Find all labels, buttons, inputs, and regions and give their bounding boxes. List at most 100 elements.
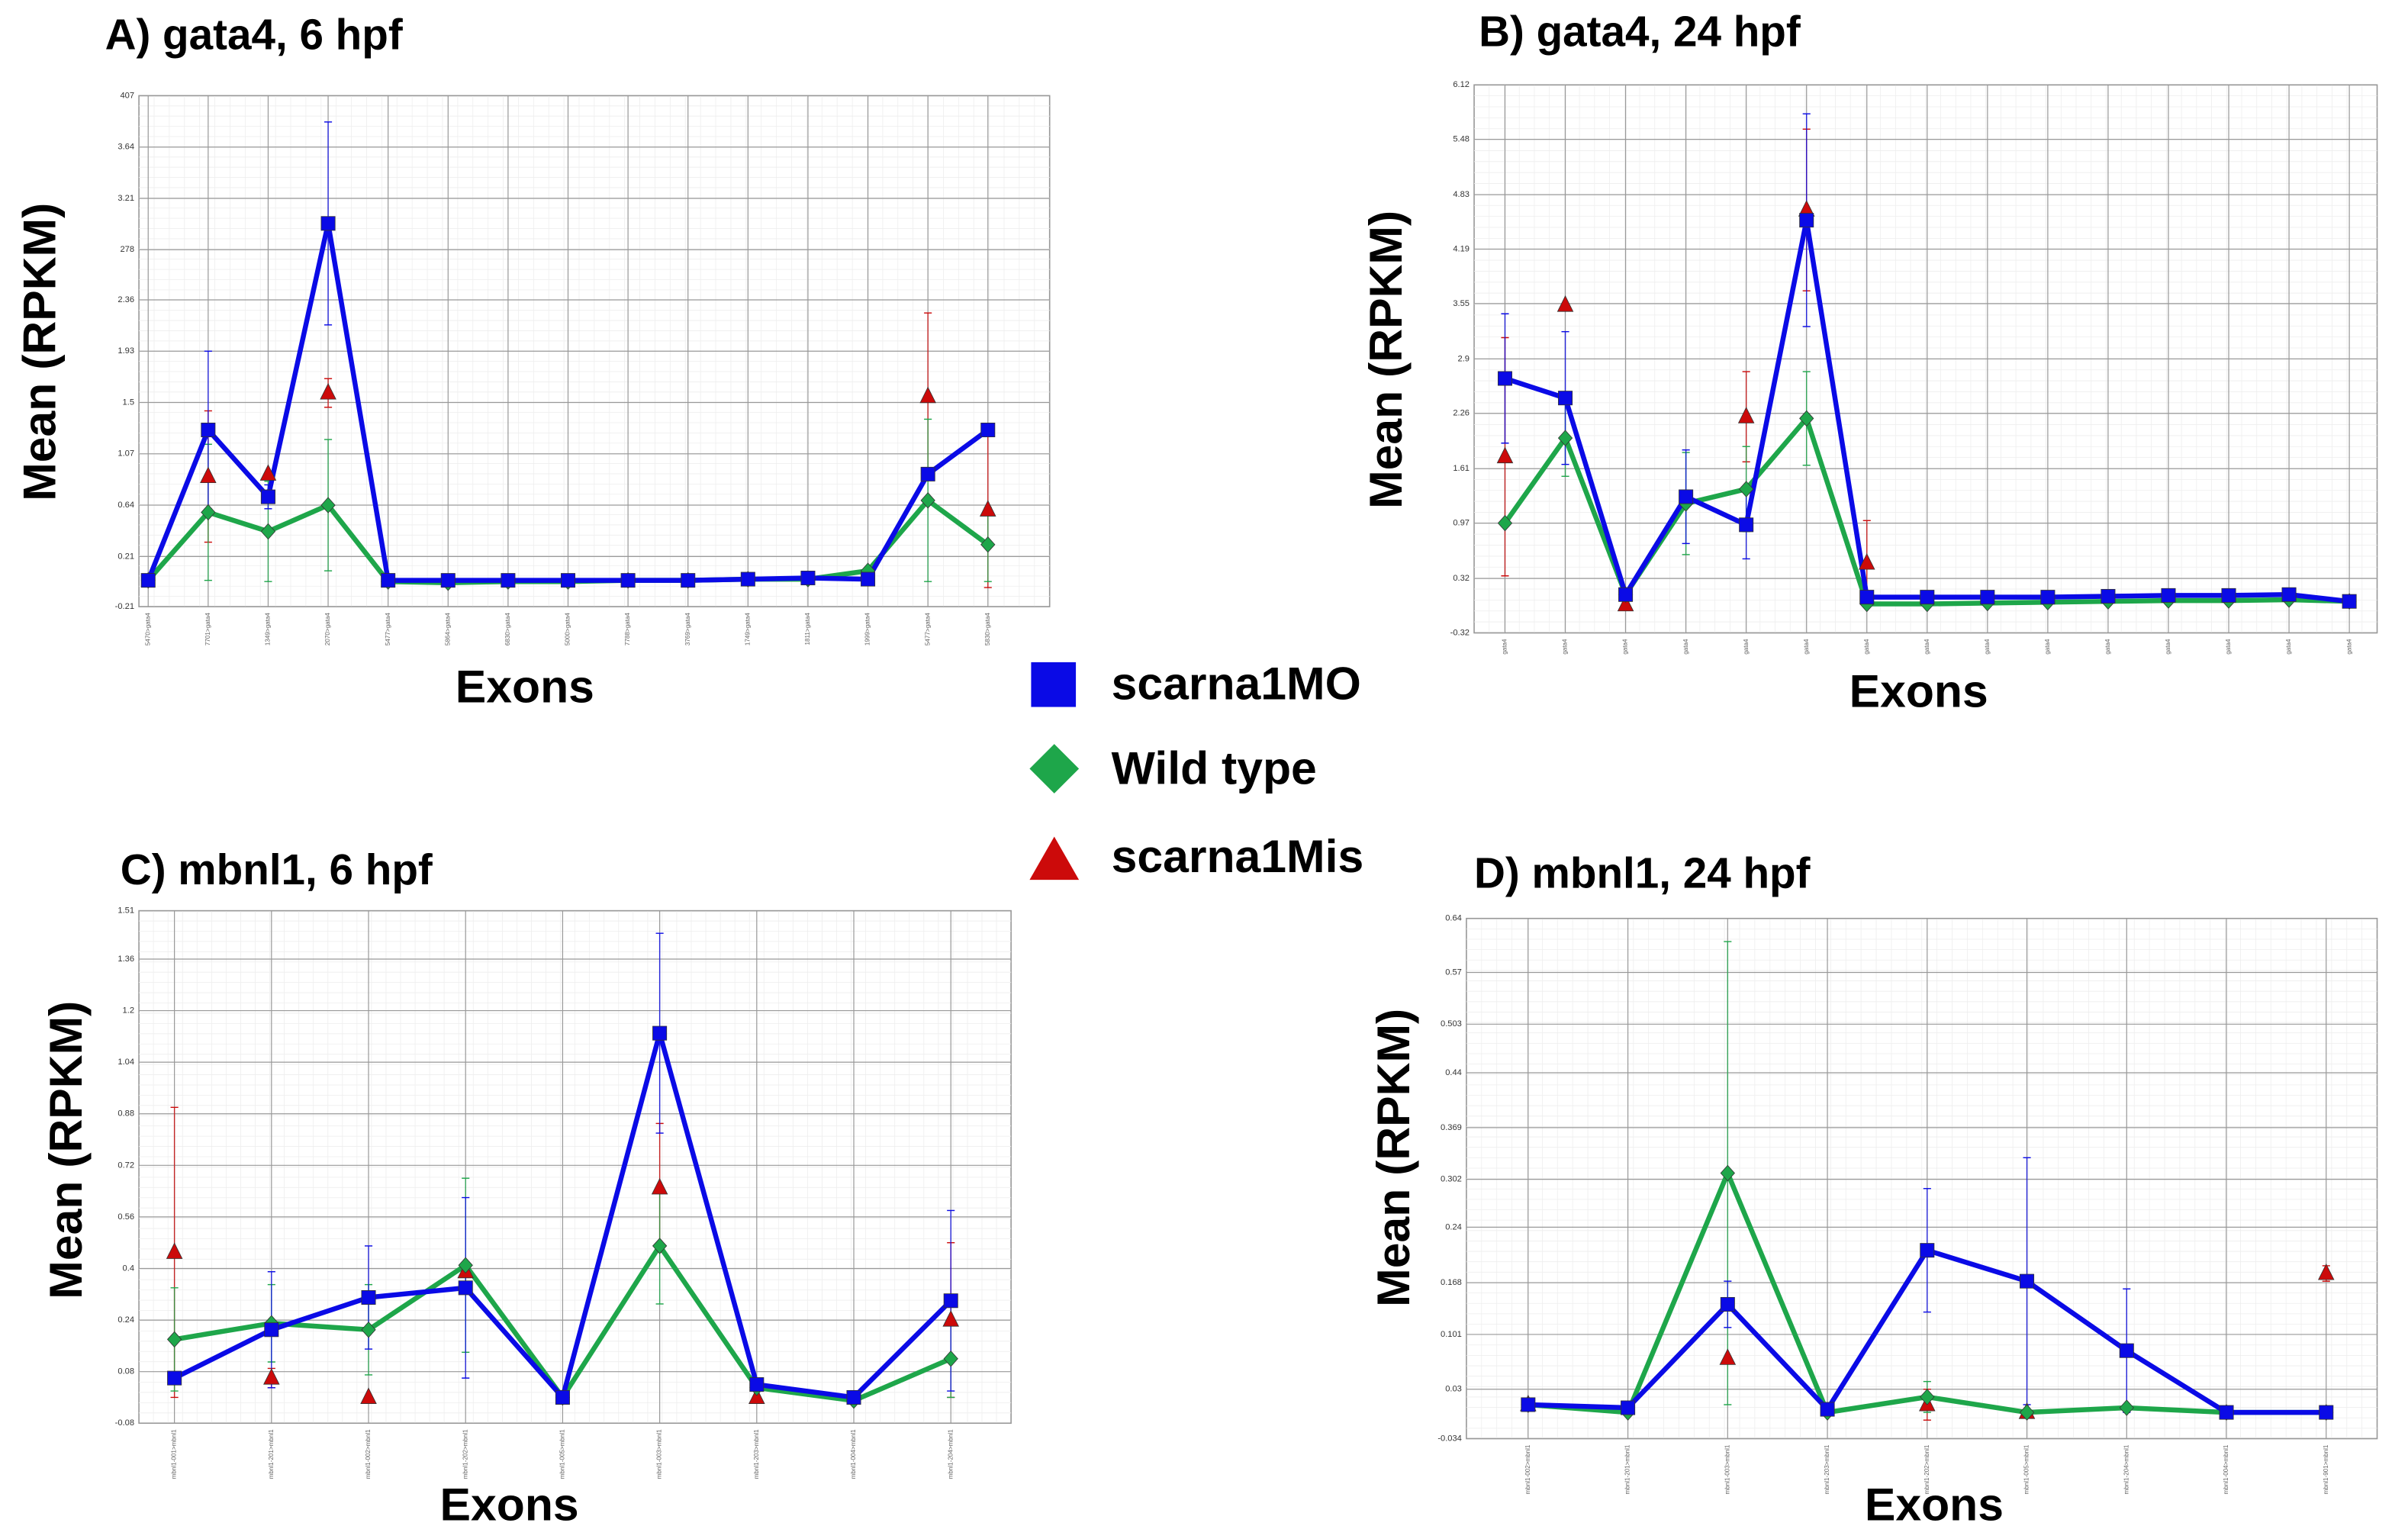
x-tick-label: gata4 — [2104, 639, 2111, 655]
y-tick-label: -0.034 — [1437, 1434, 1462, 1443]
marker — [1799, 213, 1814, 228]
marker — [1737, 407, 1755, 423]
legend-marker — [1029, 836, 1080, 881]
x-tick-label: mbnl1-002>mbnl1 — [365, 1429, 372, 1479]
x-tick-label: 3769>gata4 — [684, 613, 691, 645]
marker — [200, 466, 217, 484]
x-axis-label: Exons — [1865, 1479, 2004, 1526]
marker — [942, 1310, 959, 1327]
x-tick-label: 1811>gata4 — [804, 613, 811, 645]
legend-label: Wild type — [1112, 742, 1317, 794]
marker — [1557, 430, 1573, 446]
x-tick-label: mbnl1-202>mbnl1 — [462, 1429, 468, 1479]
marker — [846, 1389, 861, 1405]
x-tick-label: 5477>gata4 — [924, 613, 931, 645]
x-tick-label: 7788>gata4 — [624, 613, 631, 645]
y-tick-label: 0.72 — [118, 1161, 134, 1170]
legend-label: scarna1MO — [1112, 657, 1361, 709]
marker — [2219, 1405, 2234, 1420]
x-tick-label: gata4 — [1682, 639, 1689, 655]
y-tick-label: 0.97 — [1453, 519, 1470, 528]
x-tick-label: 2070>gata4 — [324, 613, 331, 645]
y-tick-label: 0.503 — [1441, 1019, 1462, 1029]
marker — [501, 573, 516, 588]
marker — [920, 492, 935, 509]
y-tick-label: 1.51 — [118, 906, 134, 916]
panel: B) gata4, 24 hpf Mean (RPKM) Exons -0.32 0.3… — [1360, 8, 2378, 717]
x-tick-label: mbnl1-203>mbnl1 — [1824, 1444, 1830, 1494]
marker — [259, 464, 277, 481]
x-tick-label: mbnl1-201>mbnl1 — [1624, 1444, 1631, 1494]
y-tick-label: 4.83 — [1453, 190, 1470, 199]
marker — [1621, 1400, 1636, 1415]
marker — [749, 1377, 765, 1392]
y-tick-label: 0.64 — [118, 501, 134, 510]
x-tick-label: gata4 — [2225, 639, 2232, 655]
y-tick-label: 0.56 — [118, 1212, 134, 1222]
marker — [1739, 481, 1754, 497]
y-tick-label: 0.24 — [118, 1315, 134, 1325]
marker — [264, 1322, 279, 1338]
x-tick-label: 5000>gata4 — [565, 613, 571, 645]
y-tick-label: 407 — [120, 91, 134, 100]
y-tick-label: 1.36 — [118, 955, 134, 964]
y-tick-label: 0.08 — [118, 1367, 134, 1376]
x-tick-label: gata4 — [1803, 639, 1810, 655]
marker — [440, 573, 456, 588]
y-tick-label: 278 — [120, 245, 134, 254]
y-tick-label: 2.36 — [118, 295, 134, 304]
y-tick-label: 0.21 — [118, 552, 134, 561]
marker — [2161, 588, 2176, 603]
y-axis-label: Mean (RPKM) — [14, 203, 66, 501]
y-tick-label: 1.5 — [123, 398, 134, 407]
marker — [681, 573, 696, 588]
marker — [360, 1387, 377, 1404]
x-tick-label: gata4 — [1924, 639, 1930, 655]
chart-title: B) gata4, 24 hpf — [1479, 8, 1801, 56]
marker — [1679, 489, 1694, 504]
marker — [861, 571, 876, 587]
marker — [1859, 590, 1875, 605]
legend: scarna1MO Wild type scarna1Mis — [1029, 657, 1363, 882]
marker — [1618, 587, 1634, 602]
x-tick-label: 7701>gata4 — [204, 613, 211, 645]
marker — [2317, 1263, 2335, 1280]
marker — [555, 1389, 570, 1405]
y-tick-label: -0.08 — [115, 1418, 134, 1428]
x-tick-label: mbnl1-002>mbnl1 — [1524, 1444, 1531, 1494]
marker — [2319, 1405, 2334, 1420]
y-tick-label: 0.57 — [1445, 967, 1462, 977]
marker — [1497, 371, 1513, 386]
x-tick-label: 5830>gata4 — [984, 613, 991, 645]
y-tick-label: 1.2 — [123, 1006, 134, 1015]
y-tick-label: 0.369 — [1441, 1123, 1462, 1132]
x-tick-label: mbnl1-203>mbnl1 — [753, 1429, 760, 1479]
marker — [1719, 1348, 1737, 1365]
panel: D) mbnl1, 24 hpf Mean (RPKM) Exons -0.034 0.… — [1367, 849, 2378, 1526]
x-tick-label: gata4 — [1984, 639, 1991, 655]
x-tick-label: mbnl1-005>mbnl1 — [2023, 1444, 2030, 1494]
panel: C) mbnl1, 6 hpf Mean (RPKM) Exons -0.08 0.08… — [40, 846, 1012, 1526]
y-tick-label: 3.21 — [118, 194, 134, 203]
x-tick-label: gata4 — [2044, 639, 2051, 655]
y-tick-label: 2.9 — [1458, 354, 1470, 363]
marker — [2101, 588, 2116, 604]
marker — [943, 1351, 958, 1367]
marker — [1617, 594, 1634, 612]
marker — [260, 489, 275, 504]
y-tick-label: 0.24 — [1445, 1222, 1462, 1231]
x-axis-label: Exons — [440, 1479, 579, 1526]
y-tick-label: 0.88 — [118, 1109, 134, 1119]
marker — [381, 573, 396, 588]
marker — [2281, 587, 2297, 602]
x-tick-label: mbnl1-003>mbnl1 — [656, 1429, 663, 1479]
y-tick-label: 0.168 — [1441, 1278, 1462, 1287]
chart-title: A) gata4, 6 hpf — [105, 11, 403, 60]
marker — [943, 1293, 958, 1309]
y-tick-label: 0.64 — [1445, 914, 1462, 923]
marker — [980, 536, 996, 553]
marker — [361, 1322, 376, 1338]
x-tick-label: mbnl1-001>mbnl1 — [171, 1429, 178, 1479]
x-tick-label: gata4 — [1622, 639, 1629, 655]
